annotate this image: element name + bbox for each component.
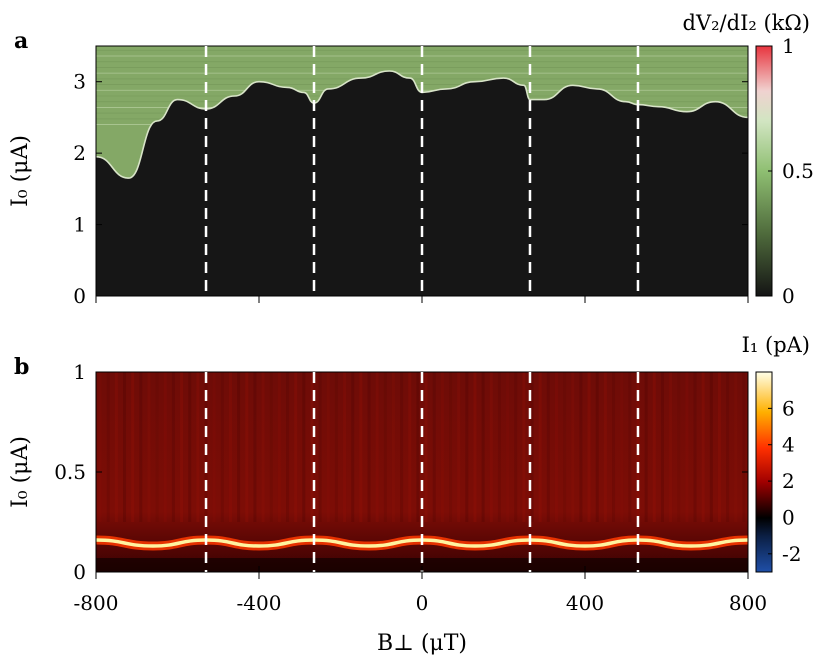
panel-a-colorbar-ticks: 00.51 [768,34,814,308]
y-tick-label: 0 [73,284,86,308]
y-tick-label: 2 [73,141,86,165]
y-tick-label: 1 [73,360,86,384]
colorbar-tick-label: -2 [782,542,801,566]
colorbar-tick-label: 0 [782,284,795,308]
panel-a-yaxis: 0 1 2 3 [73,70,748,308]
panel-a-dashed-lines [204,46,640,296]
x-tick-label: 400 [566,591,604,615]
panel-a-label: a [14,28,28,54]
panel-b-yaxis: 00.51 [54,360,748,584]
y-tick-label: 1 [73,213,86,237]
y-tick-label: 0 [73,560,86,584]
panel-a-superconducting-region [96,71,748,296]
colorbar-tick-label: 2 [782,469,795,493]
colorbar-tick-label: 6 [782,396,795,420]
panel-b-xaxis: -800 -400 0 400 800 [74,566,767,615]
x-tick-label: 800 [729,591,767,615]
panel-a-xaxis-ticks [95,296,749,303]
colorbar-tick-label: 1 [782,34,795,58]
x-tick-label: -400 [237,591,282,615]
x-axis-label: B⊥ (μT) [377,631,467,656]
panel-b-colorbar-label: I₁ (pA) [742,333,810,357]
panel-a-ylabel: I₀ (μA) [8,135,33,207]
panel-b-colorbar-ticks: -2 0 2 4 6 [768,396,801,566]
panel-b-ylabel: I₀ (μA) [8,436,33,508]
panel-a-colorbar-label: dV₂/dI₂ (kΩ) [683,11,810,35]
y-tick-label: 0.5 [54,460,86,484]
panel-b-colorbar [755,371,773,573]
y-tick-label: 3 [73,70,86,94]
colorbar-tick-label: 0 [782,505,795,529]
x-tick-label: 0 [416,591,429,615]
panel-b-label: b [14,354,29,380]
colorbar-tick-label: 4 [782,433,795,457]
panel-b-dashed-lines [204,372,640,572]
x-tick-label: -800 [74,591,119,615]
colorbar-tick-label: 0.5 [782,159,814,183]
